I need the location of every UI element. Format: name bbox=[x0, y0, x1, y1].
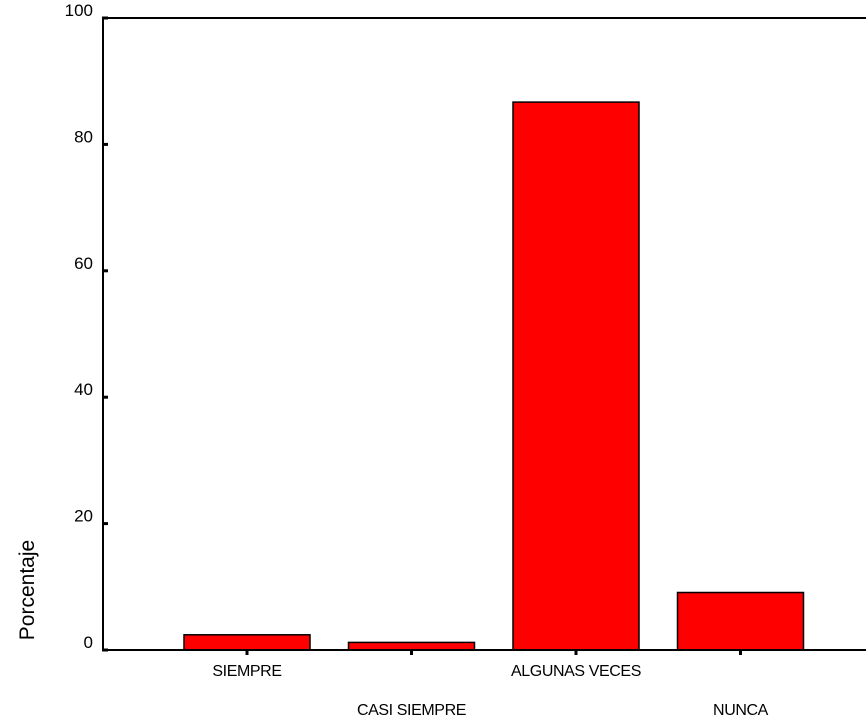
bar-nunca bbox=[676, 591, 805, 651]
x-tick-label: NUNCA bbox=[713, 702, 769, 719]
bar-casi-siempre bbox=[347, 641, 476, 651]
x-ticks: SIEMPRE CASI SIEMPRE ALGUNAS VECES NUNCA bbox=[212, 650, 769, 719]
axes bbox=[102, 17, 866, 651]
x-tick-label: ALGUNAS VECES bbox=[511, 663, 641, 680]
y-ticks: 0 20 40 60 80 100 bbox=[65, 1, 108, 652]
y-tick-label: 80 bbox=[74, 127, 93, 146]
y-tick-label: 20 bbox=[74, 507, 93, 526]
y-tick-label: 0 bbox=[84, 633, 93, 652]
y-tick-label: 100 bbox=[65, 1, 93, 20]
x-tick-label: SIEMPRE bbox=[212, 663, 281, 680]
y-tick-label: 40 bbox=[74, 380, 93, 399]
y-tick-label: 60 bbox=[74, 254, 93, 273]
y-axis-label: Porcentaje bbox=[16, 540, 39, 640]
bar-algunas-veces bbox=[512, 101, 640, 651]
bars bbox=[183, 101, 805, 651]
bar-siempre bbox=[183, 634, 311, 651]
x-tick-label: CASI SIEMPRE bbox=[357, 702, 466, 719]
